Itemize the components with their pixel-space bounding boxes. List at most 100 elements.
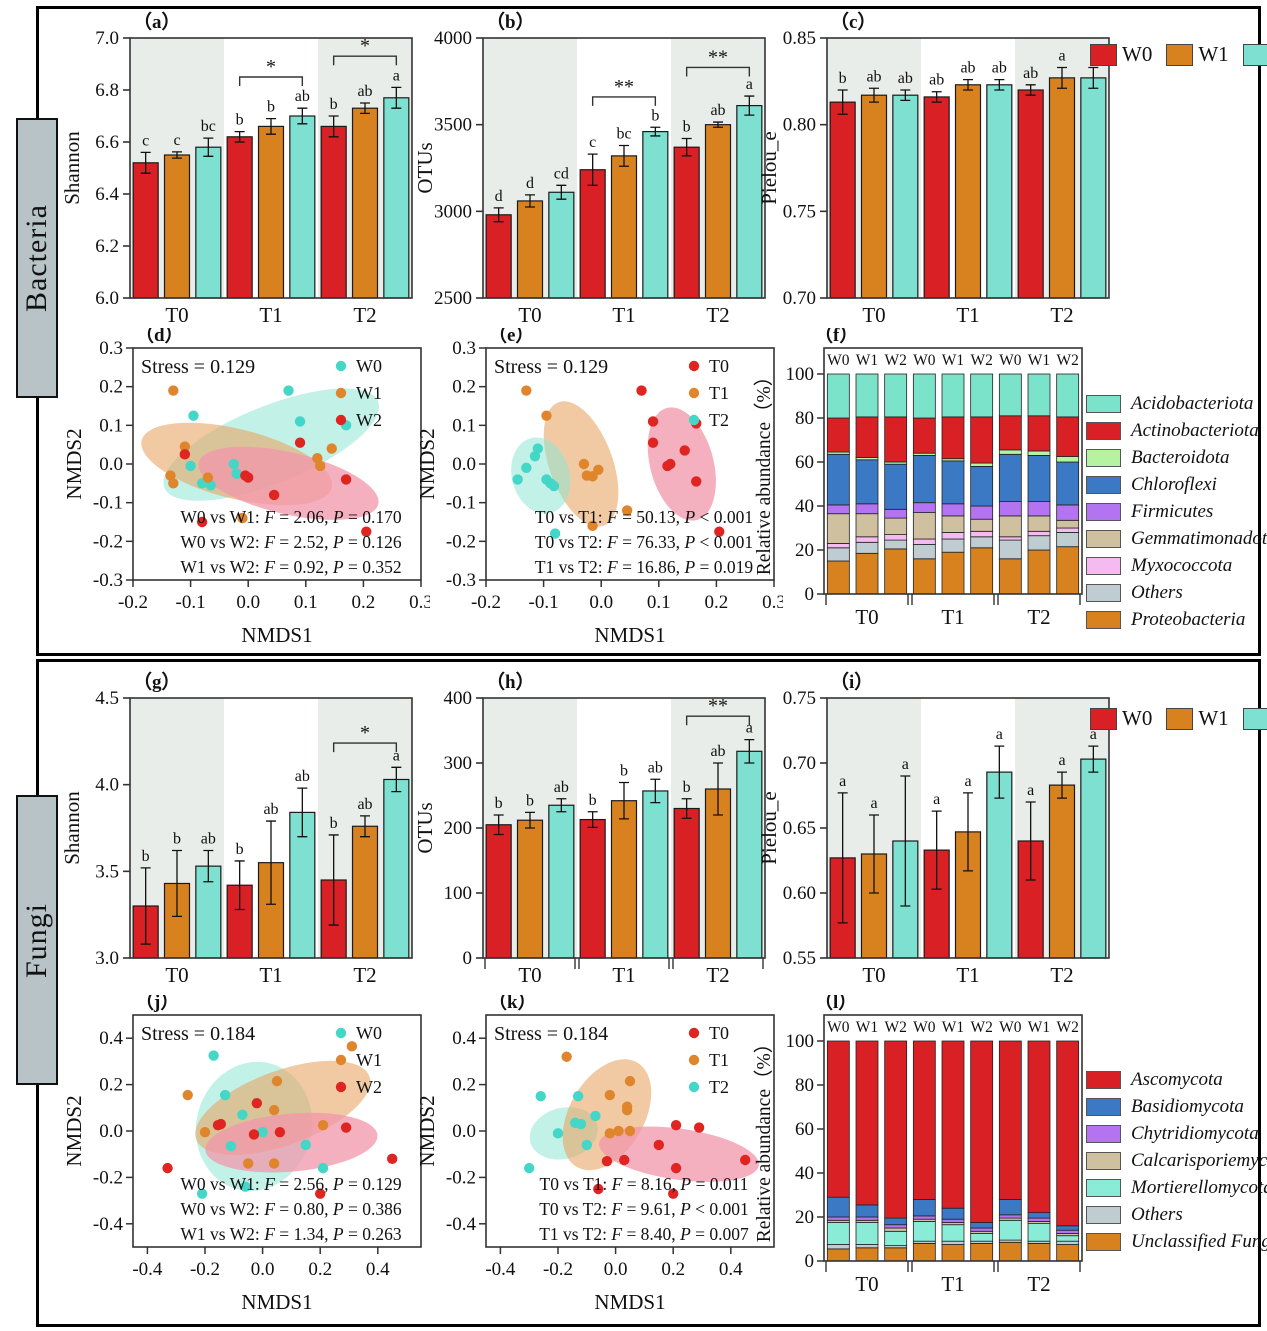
y-axis-label: Shannon: [60, 791, 84, 865]
point-T2: [529, 451, 541, 462]
legend-text: Myxococcota: [1131, 555, 1233, 576]
panel-l-abundance-fungi-chart: W0 W1 W2 W0 W1 W2 W0 W1 W2 0 20 40 60 80 100 T0 T1 T2 Rela…: [753, 995, 1083, 1296]
y-axis-label: NMDS2: [415, 428, 439, 499]
y-tick-label: -0.2: [446, 531, 476, 552]
bar-T2-W0: [320, 125, 347, 299]
plot-border: [823, 1014, 1083, 1262]
y-axis-label: OTUs: [413, 142, 437, 193]
legend-label: T0: [709, 356, 729, 376]
group-label: T2: [1050, 303, 1073, 327]
point-T1: [587, 520, 598, 532]
error-bar: [713, 762, 723, 816]
segment-Basidiomycota: [998, 1198, 1022, 1216]
legend-dot: [335, 1054, 347, 1066]
plot-border: [129, 37, 413, 299]
fungi-taxa-legend: Ascomycota Basidiomycota Chytridiomycota Ca…: [1086, 1068, 1267, 1254]
point-W1: [326, 443, 337, 454]
legend-swatch: [1086, 1206, 1121, 1224]
legend-swatch: [1086, 1098, 1121, 1116]
group-ellipse: [511, 437, 571, 514]
point-T2: [590, 1110, 601, 1122]
legend-swatch: [1090, 707, 1117, 730]
bar-T2-W2: [736, 750, 763, 959]
segment-Chloroflexi: [941, 460, 965, 505]
permanova-stat: W0 vs W1: F = 2.56, P = 0.129: [180, 1174, 401, 1194]
y-tick-label: 80: [795, 1075, 814, 1096]
legend-text: Others: [1131, 582, 1183, 603]
group-label: T2: [706, 303, 729, 327]
point-W2: [162, 1162, 173, 1174]
y-axis-label: NMDS2: [62, 428, 86, 499]
error-bar: [1025, 801, 1036, 881]
segment-Mortierellomycota: [970, 1233, 994, 1242]
bar-T2-W0: [1017, 89, 1044, 299]
point-W0: [294, 416, 306, 427]
bar-column-label: W1: [942, 352, 964, 369]
segment-Actinobacteriota: [884, 416, 908, 463]
bar-T1-W1: [954, 84, 982, 299]
segment-Others: [998, 539, 1022, 560]
segment-Bacteroidota: [998, 449, 1022, 455]
bacteria-treatment-legend: W0 W1 W2: [1090, 42, 1267, 67]
point-W1: [346, 1041, 358, 1052]
error-bar: [869, 814, 879, 894]
segment-Chloroflexi: [912, 455, 936, 504]
segment-Unclassified Fungi: [970, 1242, 994, 1262]
segment-Acidobacteriota: [826, 373, 850, 419]
sig-letter: cd: [554, 165, 569, 182]
segment-Basidiomycota: [884, 1217, 908, 1226]
bar-T0-W2: [892, 94, 919, 299]
segment-Mortierellomycota: [998, 1219, 1022, 1241]
sig-letter: ab: [357, 796, 372, 813]
segment-Proteobacteria: [1056, 546, 1080, 595]
segment-Chloroflexi: [998, 453, 1022, 503]
sig-bracket: [685, 66, 751, 77]
point-W1: [268, 1104, 280, 1116]
point-T2: [575, 1118, 587, 1130]
segment-Calcarisporiemycota: [884, 1227, 908, 1232]
point-T2: [535, 1091, 546, 1102]
x-axis-label: NMDS1: [241, 623, 312, 647]
permanova-stat: T1 vs T2: F = 16.86, P = 0.019: [535, 557, 754, 577]
segment-Others: [1056, 1240, 1080, 1245]
legend-text: W0: [1122, 706, 1153, 730]
bar-T2-W1: [1048, 77, 1076, 299]
sig-letter: a: [1027, 782, 1034, 799]
stress-label: Stress = 0.184: [141, 1023, 255, 1045]
point-T2: [548, 480, 560, 492]
error-bar: [650, 126, 661, 137]
segment-Firmicutes: [998, 501, 1022, 517]
y-tick-label: -0.4: [93, 1214, 124, 1235]
error-bar: [713, 121, 723, 128]
error-bar: [266, 117, 276, 135]
error-bar: [837, 792, 848, 924]
legend-item-chytridiomycota: Chytridiomycota: [1086, 1122, 1267, 1146]
error-bar: [172, 849, 182, 918]
legend-swatch: [1086, 1071, 1121, 1089]
y-axis-label: Pielou_e: [757, 791, 781, 865]
legend-item-w0: W0: [1090, 706, 1152, 731]
sig-letter: b: [330, 96, 338, 113]
error-bar: [203, 849, 214, 883]
segment-Others: [941, 538, 965, 553]
segment-Myxococcota: [884, 534, 908, 541]
group-label: T1: [956, 303, 979, 327]
legend-swatch: [1086, 530, 1121, 548]
segment-Unclassified Fungi: [1056, 1244, 1080, 1262]
segment-Firmicutes: [1027, 501, 1051, 517]
sig-letter: ab: [263, 801, 278, 818]
group-label: T0: [518, 303, 541, 327]
segment-Firmicutes: [941, 503, 965, 517]
point-T1: [621, 505, 633, 516]
y-tick-label: 0.85: [783, 28, 816, 49]
error-bar: [266, 820, 276, 905]
segment-Gemmatimonadota: [1056, 519, 1080, 529]
error-bar: [1088, 66, 1099, 89]
point-T1: [613, 1125, 624, 1137]
panel-tag: （f）: [814, 328, 858, 346]
point-T0: [693, 1122, 705, 1133]
sig-letter: a: [1090, 726, 1097, 743]
segment-Basidiomycota: [970, 1222, 994, 1229]
segment-Unclassified Fungi: [884, 1247, 908, 1262]
